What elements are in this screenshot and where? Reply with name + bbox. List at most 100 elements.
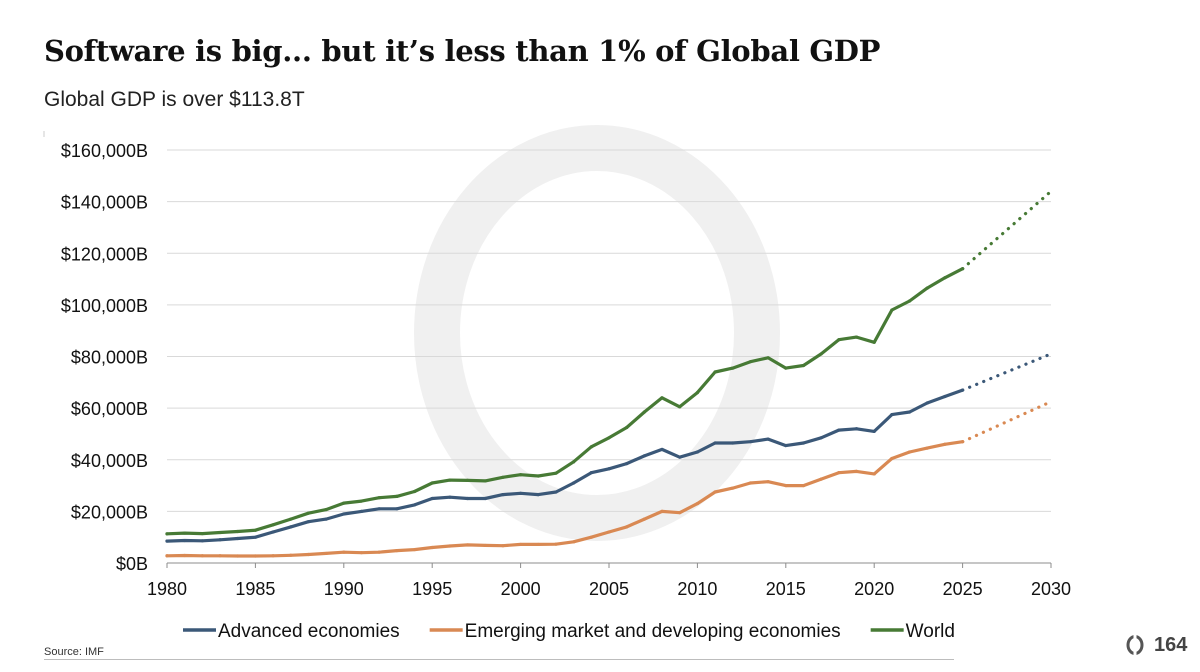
data-point-world [748,360,753,364]
data-point-emerging-market-and-developing-economies [572,540,576,544]
page-title: Software is big... but it’s less than 1%… [44,34,881,68]
data-point-emerging-market-and-developing-economies [642,517,646,521]
data-point-advanced-economies [695,450,700,454]
data-point-advanced-economies [359,509,364,513]
x-tick-label: 2015 [766,579,806,599]
data-point-emerging-market-and-developing-economies [324,551,328,556]
data-point-emerging-market-and-developing-economies [607,530,611,534]
data-point-advanced-economies [377,507,381,511]
data-point-emerging-market-and-developing-economies [943,442,947,446]
x-tick-label: 2025 [943,579,983,599]
data-point-emerging-market-and-developing-economies [501,544,505,548]
data-point-emerging-market-and-developing-economies [536,542,540,547]
data-point-world [589,445,593,449]
data-point-advanced-economies [801,441,806,445]
data-point-advanced-economies [200,539,204,543]
data-point-world [837,338,841,342]
data-point-emerging-market-and-developing-economies [218,554,222,558]
data-point-emerging-market-and-developing-economies [483,543,487,548]
y-tick-label: $0B [116,554,148,574]
data-point-advanced-economies [925,401,929,405]
data-point-world [554,471,558,475]
data-point-world [854,335,859,339]
data-point-emerging-market-and-developing-economies [200,554,204,558]
data-point-advanced-economies [465,496,470,501]
data-point-emerging-market-and-developing-economies [890,456,894,461]
data-point-emerging-market-and-developing-economies [465,543,470,547]
projection-line-advanced-economies [960,352,1053,392]
data-point-emerging-market-and-developing-economies [766,480,770,484]
data-point-world [377,496,381,500]
data-point-emerging-market-and-developing-economies [377,550,381,554]
data-point-world [465,478,470,482]
data-point-emerging-market-and-developing-economies [519,542,523,547]
data-point-world [943,276,947,280]
data-point-advanced-economies [678,455,682,459]
data-point-world [501,475,505,479]
data-point-world [642,410,646,414]
series-line-advanced-economies [165,388,965,543]
data-point-advanced-economies [589,471,593,475]
data-point-emerging-market-and-developing-economies [183,553,187,558]
data-point-emerging-market-and-developing-economies [731,486,735,490]
x-axis-tick-labels: 1980 1985 1990 1995 2000 2005 2010 2015 2020 2025… [147,563,1071,599]
data-point-world [483,479,487,483]
data-point-world [713,370,717,374]
x-tick-label: 2020 [854,579,894,599]
data-point-emerging-market-and-developing-economies [165,554,169,558]
data-point-world [200,531,204,536]
data-point-advanced-economies [625,462,629,466]
y-tick-label: $140,000B [61,193,148,213]
data-point-advanced-economies [907,410,912,414]
data-point-emerging-market-and-developing-economies [695,502,700,506]
data-point-advanced-economies [660,447,664,452]
data-point-emerging-market-and-developing-economies [236,554,240,558]
x-tick-label: 1980 [147,579,187,599]
y-tick-label: $160,000B [61,141,148,161]
data-point-advanced-economies [342,512,346,516]
data-point-advanced-economies [536,492,540,497]
projection-line-world [960,189,1053,271]
data-point-emerging-market-and-developing-economies [306,552,311,557]
data-point-world [218,530,222,535]
x-tick-label: 2000 [501,579,541,599]
page-subtitle: Global GDP is over $113.8T [44,88,305,111]
data-point-emerging-market-and-developing-economies [801,483,806,488]
data-point-world [695,391,700,395]
data-point-emerging-market-and-developing-economies [678,511,682,515]
data-point-world [890,308,894,312]
y-tick-label: $40,000B [71,451,148,471]
data-point-advanced-economies [837,428,841,432]
data-point-advanced-economies [236,536,240,541]
y-tick-label: $120,000B [61,244,148,264]
page-number: 164 [1154,633,1188,656]
data-point-emerging-market-and-developing-economies [253,554,257,558]
source-note: Source: IMF [44,646,104,658]
x-tick-label: 2030 [1031,579,1071,599]
data-point-advanced-economies [289,525,293,529]
data-point-advanced-economies [731,441,735,445]
x-tick-label: 2010 [677,579,717,599]
data-point-advanced-economies [642,454,646,458]
data-point-world [660,396,664,400]
data-point-emerging-market-and-developing-economies [359,551,364,555]
data-point-world [801,363,806,368]
x-tick-label: 1990 [324,579,364,599]
data-point-world [572,460,576,464]
data-point-world [607,436,611,440]
data-point-advanced-economies [165,539,169,543]
data-point-advanced-economies [748,440,753,444]
data-point-advanced-economies [448,495,452,499]
series-line-world [165,267,965,536]
data-point-advanced-economies [395,507,399,511]
legend-label: Advanced economies [218,621,400,642]
data-point-advanced-economies [819,436,823,440]
grid-lines [167,149,1051,512]
data-point-advanced-economies [854,427,859,431]
data-point-world [271,523,275,527]
page-badge: 164 [1124,632,1187,658]
data-point-emerging-market-and-developing-economies [784,483,788,488]
y-tick-label: $20,000B [71,502,148,522]
data-point-world [625,425,629,430]
